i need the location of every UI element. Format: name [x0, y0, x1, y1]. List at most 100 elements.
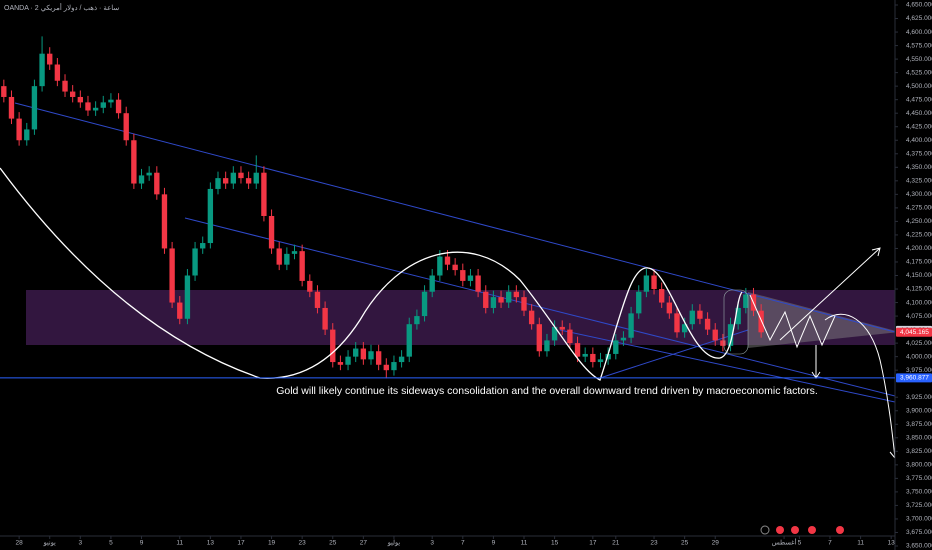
candle-body [39, 53, 45, 87]
y-tick-label: 4,300.000 [906, 191, 932, 198]
x-tick-label: 7 [828, 540, 832, 547]
trendline [14, 102, 896, 333]
x-tick-label: 29 [712, 540, 720, 547]
y-tick-label: 4,275.000 [906, 205, 932, 212]
y-tick-label: 4,000.000 [906, 353, 932, 360]
y-tick-label: 4,250.000 [906, 218, 932, 225]
candle-body [727, 324, 734, 346]
y-tick-label: 4,325.000 [906, 178, 932, 185]
y-tick-label: 4,200.000 [906, 245, 932, 252]
y-tick-label: 3,825.000 [906, 448, 932, 455]
candle-body [551, 326, 558, 341]
highlight [723, 289, 749, 355]
candle-body [345, 356, 351, 365]
candle-body [659, 289, 665, 303]
event-icon [791, 526, 799, 534]
x-tick-label: يونيو [43, 540, 56, 547]
x-tick-label: 9 [492, 540, 496, 547]
candle-body [215, 178, 221, 189]
x-tick-label: 5 [109, 540, 113, 547]
candle-body [506, 291, 512, 303]
candle-body [559, 326, 565, 330]
candle-body [238, 172, 244, 179]
candle-body [513, 291, 520, 298]
candle-body [169, 248, 175, 303]
candle-body [605, 353, 611, 360]
candle-body [613, 340, 619, 354]
annotation: Gold will likely continue its sideways c… [276, 385, 818, 397]
candle-body [261, 172, 267, 216]
candle-body [758, 310, 764, 333]
candle-body [697, 310, 703, 319]
candle-body [161, 194, 168, 249]
x-tick-label: 3 [430, 540, 434, 547]
y-tick-label: 4,100.000 [906, 299, 932, 306]
candle-body [115, 99, 122, 114]
event-icon [836, 526, 844, 534]
candle-body [528, 310, 535, 325]
y-tick-label: 3,900.000 [906, 407, 932, 414]
candle-body [24, 129, 30, 141]
candle-body [597, 359, 604, 363]
y-tick-label: 4,525.000 [906, 69, 932, 76]
x-tick-label: 11 [521, 540, 528, 547]
candle-body [498, 297, 504, 303]
candle-body [574, 343, 581, 357]
candle-body [720, 340, 726, 346]
arrow-up [779, 247, 881, 341]
y-tick-label: 4,075.000 [906, 313, 932, 320]
x-tick-label: 5 [798, 540, 802, 547]
candle-body [398, 356, 405, 363]
y-tick-label: 4,025.000 [906, 340, 932, 347]
candle-body [620, 337, 627, 341]
y-tick-label: 4,450.000 [906, 110, 932, 117]
candle-body [636, 291, 642, 314]
chart-title: OANDA · 2 ساعة · ذهب / دولار أمريكي [4, 2, 119, 12]
candle-body [307, 280, 313, 292]
candle-body [467, 275, 474, 281]
x-tick-label: 28 [16, 540, 24, 547]
candle-body [54, 64, 61, 81]
candle-body [544, 340, 550, 352]
x-tick-label: 23 [650, 540, 658, 547]
candle-body [192, 248, 198, 276]
candle-body [154, 172, 160, 195]
y-tick-label: 3,650.000 [906, 543, 932, 550]
candle-body [567, 329, 573, 344]
candle-body [268, 215, 275, 249]
candle-body [108, 99, 114, 103]
x-tick-label: 13 [888, 540, 896, 547]
candle-body [222, 178, 229, 184]
y-tick-label: 3,875.000 [906, 421, 932, 428]
y-tick-label: 4,400.000 [906, 137, 932, 144]
x-tick-label: 11 [857, 540, 864, 547]
candle-body [651, 275, 657, 290]
y-tick-label: 4,175.000 [906, 259, 932, 266]
candle-body [69, 91, 76, 97]
candle-body [590, 353, 596, 363]
y-tick-label: 4,375.000 [906, 150, 932, 157]
candle-body [414, 316, 420, 325]
candle-body [681, 324, 688, 333]
candle-body [689, 310, 695, 325]
candle-body [200, 243, 206, 249]
candle-body [85, 102, 91, 111]
candle-body [375, 351, 382, 365]
y-tick-label: 3,850.000 [906, 435, 932, 442]
price-label: 3,960.877 [900, 375, 929, 382]
candle-body [712, 329, 718, 341]
y-tick-label: 3,675.000 [906, 529, 932, 536]
projection-curve [0, 167, 743, 381]
price-label: 4,045.165 [900, 329, 929, 336]
y-tick-label: 4,500.000 [906, 83, 932, 90]
candle-body [131, 140, 137, 184]
candle-body [146, 172, 152, 176]
candle-body [245, 178, 252, 184]
candle-body [735, 307, 741, 325]
candle-body [138, 175, 145, 184]
candle-body [8, 96, 15, 119]
candle-body [743, 294, 749, 308]
